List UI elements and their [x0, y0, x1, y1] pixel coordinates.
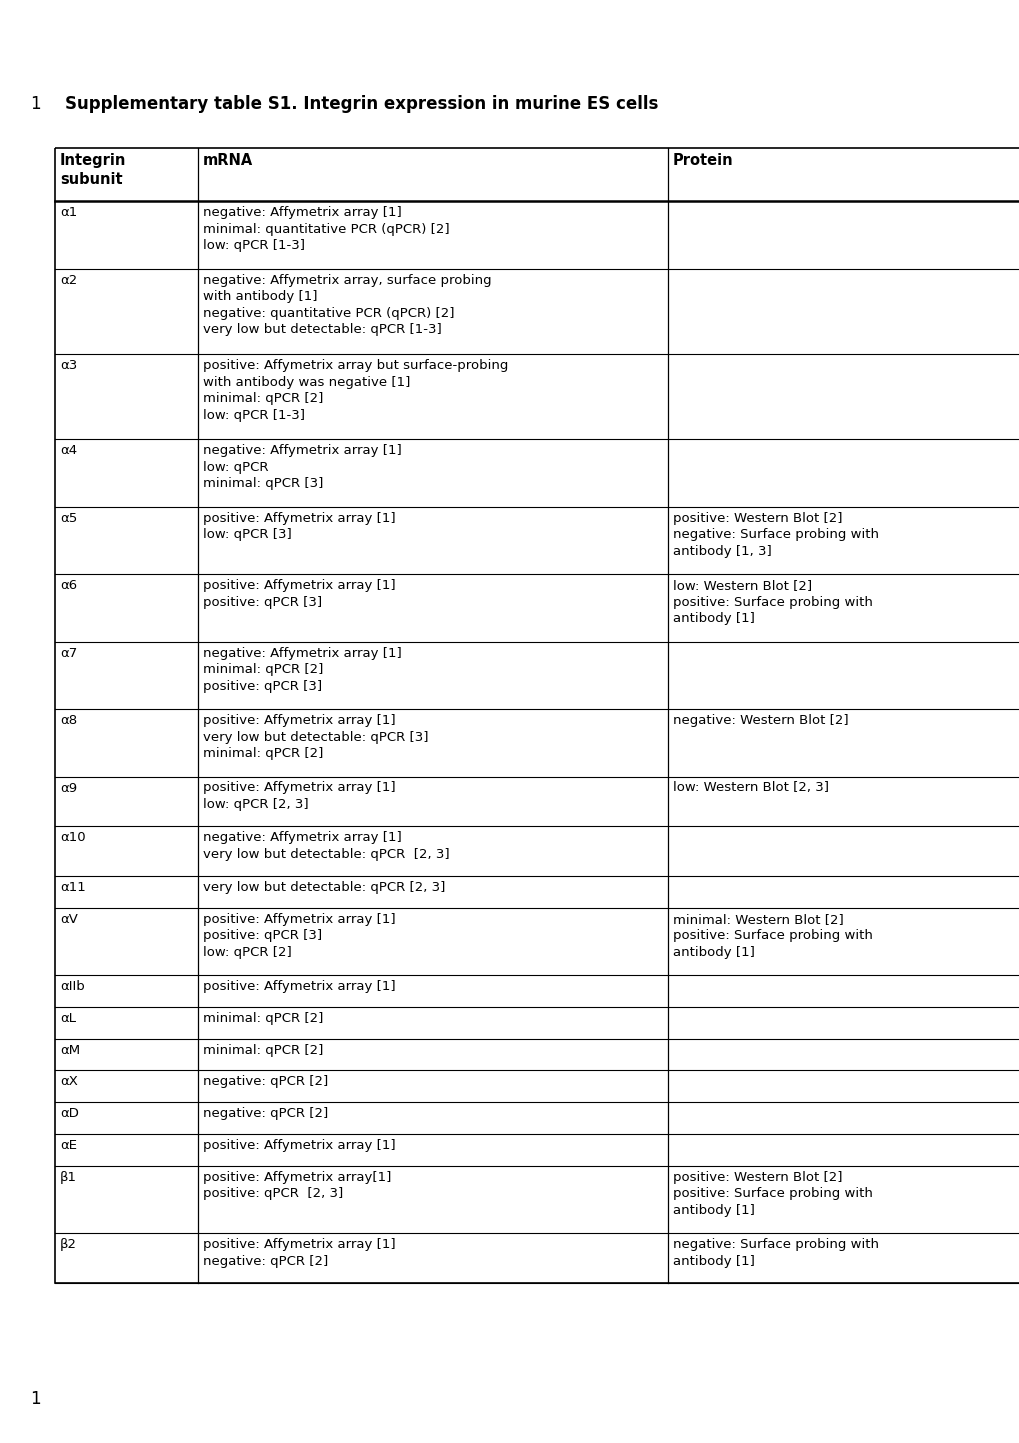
Text: α4: α4: [60, 444, 77, 457]
Text: negative: Affymetrix array [1]
minimal: qPCR [2]
positive: qPCR [3]: negative: Affymetrix array [1] minimal: …: [203, 646, 401, 693]
Text: positive: Affymetrix array [1]
positive: qPCR [3]: positive: Affymetrix array [1] positive:…: [203, 579, 395, 609]
Text: negative: Affymetrix array, surface probing
with antibody [1]
negative: quantita: negative: Affymetrix array, surface prob…: [203, 274, 491, 336]
Text: β1: β1: [60, 1170, 76, 1183]
Text: positive: Affymetrix array [1]
low: qPCR [2, 3]: positive: Affymetrix array [1] low: qPCR…: [203, 782, 395, 811]
Text: negative: Western Blot [2]: negative: Western Blot [2]: [673, 714, 848, 727]
Text: α9: α9: [60, 782, 77, 795]
Text: α8: α8: [60, 714, 77, 727]
Text: αD: αD: [60, 1107, 78, 1120]
Text: αV: αV: [60, 912, 77, 925]
Text: minimal: Western Blot [2]
positive: Surface probing with
antibody [1]: minimal: Western Blot [2] positive: Surf…: [673, 912, 872, 958]
Text: negative: Surface probing with
antibody [1]: negative: Surface probing with antibody …: [673, 1238, 878, 1268]
Text: Protein: Protein: [673, 153, 733, 167]
Text: 1: 1: [30, 1390, 41, 1408]
Text: positive: Affymetrix array[1]
positive: qPCR  [2, 3]: positive: Affymetrix array[1] positive: …: [203, 1170, 391, 1201]
Text: positive: Affymetrix array [1]: positive: Affymetrix array [1]: [203, 1139, 395, 1152]
Text: negative: qPCR [2]: negative: qPCR [2]: [203, 1107, 328, 1120]
Bar: [55, 149, 1019, 1283]
Text: positive: Western Blot [2]
negative: Surface probing with
antibody [1, 3]: positive: Western Blot [2] negative: Sur…: [673, 512, 878, 558]
Text: αX: αX: [60, 1075, 77, 1088]
Text: α11: α11: [60, 880, 86, 893]
Text: α6: α6: [60, 579, 77, 592]
Text: α5: α5: [60, 512, 77, 525]
Text: mRNA: mRNA: [203, 153, 253, 167]
Text: αM: αM: [60, 1043, 81, 1056]
Text: α10: α10: [60, 831, 86, 844]
Text: negative: Affymetrix array [1]
low: qPCR
minimal: qPCR [3]: negative: Affymetrix array [1] low: qPCR…: [203, 444, 401, 491]
Text: αE: αE: [60, 1139, 76, 1152]
Text: positive: Affymetrix array but surface-probing
with antibody was negative [1]
mi: positive: Affymetrix array but surface-p…: [203, 359, 507, 421]
Text: αL: αL: [60, 1012, 76, 1025]
Text: low: Western Blot [2, 3]: low: Western Blot [2, 3]: [673, 782, 828, 795]
Text: positive: Affymetrix array [1]
very low but detectable: qPCR [3]
minimal: qPCR [: positive: Affymetrix array [1] very low …: [203, 714, 428, 760]
Text: αIIb: αIIb: [60, 980, 85, 993]
Text: positive: Western Blot [2]
positive: Surface probing with
antibody [1]: positive: Western Blot [2] positive: Sur…: [673, 1170, 872, 1216]
Text: very low but detectable: qPCR [2, 3]: very low but detectable: qPCR [2, 3]: [203, 880, 445, 893]
Text: α1: α1: [60, 206, 77, 219]
Text: α3: α3: [60, 359, 77, 372]
Text: 1: 1: [30, 95, 41, 113]
Text: negative: Affymetrix array [1]
very low but detectable: qPCR  [2, 3]: negative: Affymetrix array [1] very low …: [203, 831, 449, 860]
Text: negative: qPCR [2]: negative: qPCR [2]: [203, 1075, 328, 1088]
Text: positive: Affymetrix array [1]: positive: Affymetrix array [1]: [203, 980, 395, 993]
Text: β2: β2: [60, 1238, 76, 1251]
Text: positive: Affymetrix array [1]
positive: qPCR [3]
low: qPCR [2]: positive: Affymetrix array [1] positive:…: [203, 912, 395, 958]
Text: minimal: qPCR [2]: minimal: qPCR [2]: [203, 1043, 323, 1056]
Text: positive: Affymetrix array [1]
low: qPCR [3]: positive: Affymetrix array [1] low: qPCR…: [203, 512, 395, 541]
Text: Supplementary table S1. Integrin expression in murine ES cells: Supplementary table S1. Integrin express…: [65, 95, 657, 113]
Text: positive: Affymetrix array [1]
negative: qPCR [2]: positive: Affymetrix array [1] negative:…: [203, 1238, 395, 1268]
Text: α2: α2: [60, 274, 77, 287]
Text: α7: α7: [60, 646, 77, 659]
Text: low: Western Blot [2]
positive: Surface probing with
antibody [1]: low: Western Blot [2] positive: Surface …: [673, 579, 872, 625]
Text: Integrin
subunit: Integrin subunit: [60, 153, 126, 188]
Text: negative: Affymetrix array [1]
minimal: quantitative PCR (qPCR) [2]
low: qPCR [1: negative: Affymetrix array [1] minimal: …: [203, 206, 449, 253]
Text: minimal: qPCR [2]: minimal: qPCR [2]: [203, 1012, 323, 1025]
